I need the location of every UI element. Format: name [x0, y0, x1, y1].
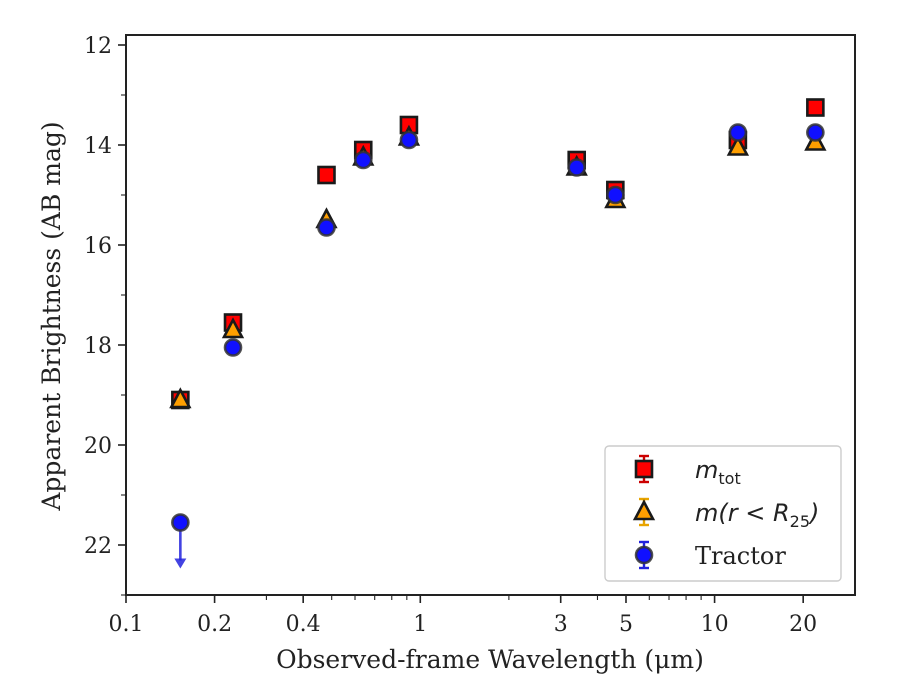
y-tick-label: 22 — [84, 534, 112, 559]
x-tick-label: 0.1 — [109, 612, 144, 637]
series-circle — [171, 123, 825, 569]
data-markers — [169, 98, 827, 569]
y-axis: 12 14 16 18 20 22 — [84, 34, 126, 596]
y-tick-label: 18 — [84, 334, 112, 359]
y-tick-label: 20 — [84, 434, 112, 459]
x-tick-label: 5 — [619, 612, 633, 637]
data-point — [726, 134, 750, 156]
data-point — [728, 123, 748, 142]
x-axis-title: Observed-frame Wavelength (μm) — [276, 645, 704, 674]
data-point — [806, 98, 825, 117]
x-axis: 0.1 0.2 0.4 1 3 5 10 20 — [109, 595, 817, 637]
data-point — [317, 165, 336, 185]
legend-label: Tractor — [695, 542, 786, 570]
legend-marker — [634, 545, 654, 565]
series-square — [171, 98, 825, 410]
x-tick-label: 3 — [554, 612, 568, 637]
data-point — [171, 513, 190, 532]
x-tick-label: 10 — [701, 612, 729, 637]
legend: mtot m(r < R25) Tractor — [604, 445, 842, 582]
data-point — [169, 387, 192, 409]
legend-marker — [632, 499, 656, 521]
y-axis-title: Apparent Brightness (AB mag) — [37, 121, 66, 511]
legend-marker — [634, 459, 654, 479]
legend-box — [604, 445, 842, 582]
y-tick-label: 14 — [84, 134, 112, 159]
y-tick-label: 12 — [84, 34, 112, 59]
x-tick-label: 20 — [789, 612, 817, 637]
legend-label: mtot — [695, 456, 741, 488]
plot-area — [125, 34, 856, 596]
x-tick-label: 0.4 — [286, 612, 321, 637]
data-point — [317, 218, 336, 237]
x-tick-label: 0.2 — [197, 612, 232, 637]
y-tick-label: 16 — [84, 234, 112, 259]
data-point — [399, 130, 419, 150]
series-triangle — [169, 124, 827, 409]
data-point — [606, 185, 625, 205]
data-point — [567, 158, 587, 177]
data-point — [353, 150, 373, 170]
upper-limit-arrow-head — [174, 558, 187, 569]
plot-border — [125, 34, 856, 596]
x-tick-label: 1 — [413, 612, 427, 637]
legend-label: m(r < R25) — [695, 499, 819, 531]
data-point — [223, 338, 243, 357]
data-point — [221, 317, 245, 339]
data-point — [806, 123, 825, 142]
